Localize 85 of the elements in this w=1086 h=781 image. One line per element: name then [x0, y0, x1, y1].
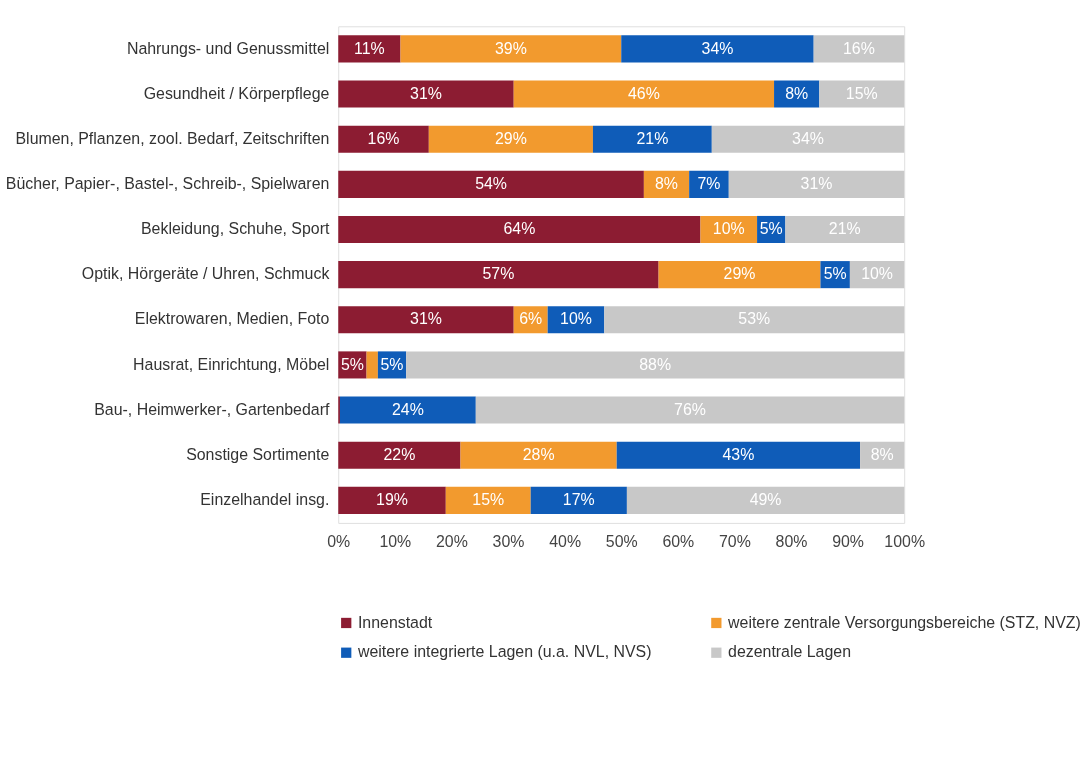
bar — [338, 215, 701, 244]
bar — [338, 261, 659, 289]
bar — [460, 441, 617, 469]
data-label: 15% — [472, 491, 505, 509]
bar — [658, 261, 821, 289]
bar — [445, 486, 531, 514]
bar — [621, 35, 814, 63]
data-label: 10% — [712, 220, 745, 238]
data-label: 29% — [723, 265, 756, 283]
y-tick-label: Einzelhandel insg. — [200, 491, 330, 509]
bar — [728, 170, 905, 198]
x-tick-label: 20% — [436, 532, 468, 550]
x-tick-label: 70% — [718, 532, 751, 550]
data-label: 10% — [560, 310, 592, 328]
data-label: 22% — [383, 445, 416, 463]
data-label: 8% — [655, 175, 679, 193]
bar — [785, 215, 905, 244]
data-label: 28% — [522, 445, 555, 463]
bar — [366, 351, 378, 379]
legend-label: weitere integrierte Lagen (u.a. NVL, NVS) — [356, 643, 652, 661]
bar — [604, 306, 905, 334]
data-label: 29% — [494, 129, 527, 147]
y-tick-label: Nahrungs- und Genussmittel — [126, 39, 330, 57]
legend-label: dezentrale Lagen — [728, 643, 851, 661]
bar — [338, 80, 514, 108]
y-tick-label: Bau-, Heimwerker-, Gartenbedarf — [94, 400, 330, 418]
data-label: 19% — [376, 491, 408, 509]
data-label: 24% — [391, 400, 424, 418]
bar — [428, 125, 593, 153]
y-tick-label: Blumen, Pflanzen, zool. Bedarf, Zeitschriften — [15, 129, 330, 147]
bar — [711, 125, 905, 153]
data-label: 8% — [785, 84, 809, 102]
data-label: 64% — [503, 220, 536, 238]
data-label: 31% — [410, 310, 442, 328]
data-label: 7% — [697, 175, 721, 193]
data-label: 5% — [759, 220, 783, 238]
legend-label: Innenstadt — [357, 613, 433, 631]
bar — [592, 125, 712, 153]
bar — [338, 486, 446, 514]
y-tick-label: Optik, Hörgeräte / Uhren, Schmuck — [81, 265, 330, 283]
y-tick-label: Bücher, Papier-, Bastel-, Schreib-, Spielwaren — [5, 175, 330, 193]
bar — [813, 35, 905, 63]
legend-label: weitere zentrale Versorgungsbereiche (STZ, NVZ) — [727, 613, 1081, 631]
x-tick-label: 90% — [832, 532, 865, 550]
y-tick-label: Bekleidung, Schuhe, Sport — [141, 220, 330, 238]
bar — [475, 396, 905, 424]
x-tick-label: 50% — [605, 532, 638, 550]
bar — [530, 486, 627, 514]
y-tick-label: Gesundheit / Körperpflege — [143, 84, 330, 102]
y-tick-label: Sonstige Sortimente — [186, 445, 330, 463]
x-tick-label: 60% — [662, 532, 695, 550]
bar — [338, 306, 514, 334]
data-label: 21% — [636, 129, 669, 147]
data-label: 46% — [627, 84, 660, 102]
data-label: 54% — [475, 175, 507, 193]
bar — [819, 80, 905, 108]
data-label: 39% — [494, 39, 527, 57]
y-tick-label: Hausrat, Einrichtung, Möbel — [133, 355, 330, 373]
data-label: 6% — [519, 310, 543, 328]
x-tick-label: 0% — [327, 532, 351, 550]
data-label: 5% — [380, 355, 404, 373]
data-label: 31% — [410, 84, 442, 102]
bar — [338, 125, 429, 153]
data-label: 16% — [367, 129, 400, 147]
x-tick-label: 80% — [775, 532, 808, 550]
bar — [616, 441, 861, 469]
bar — [626, 486, 905, 514]
y-tick-label: Elektrowaren, Medien, Foto — [134, 310, 330, 328]
data-label: 34% — [701, 39, 734, 57]
data-label: 43% — [722, 445, 755, 463]
data-label: 57% — [482, 265, 515, 283]
data-label: 17% — [562, 491, 595, 509]
data-label: 11% — [354, 39, 385, 57]
x-tick-label: 10% — [379, 532, 412, 550]
bar — [513, 80, 775, 108]
data-label: 5% — [340, 355, 364, 373]
bar — [400, 35, 622, 63]
data-label: 5% — [823, 265, 847, 283]
x-tick-label: 40% — [549, 532, 582, 550]
bar — [406, 351, 905, 379]
bar — [339, 396, 476, 424]
bar — [338, 441, 461, 469]
bar — [338, 170, 644, 198]
x-tick-label: 30% — [492, 532, 525, 550]
x-tick-label: 100% — [884, 532, 926, 550]
